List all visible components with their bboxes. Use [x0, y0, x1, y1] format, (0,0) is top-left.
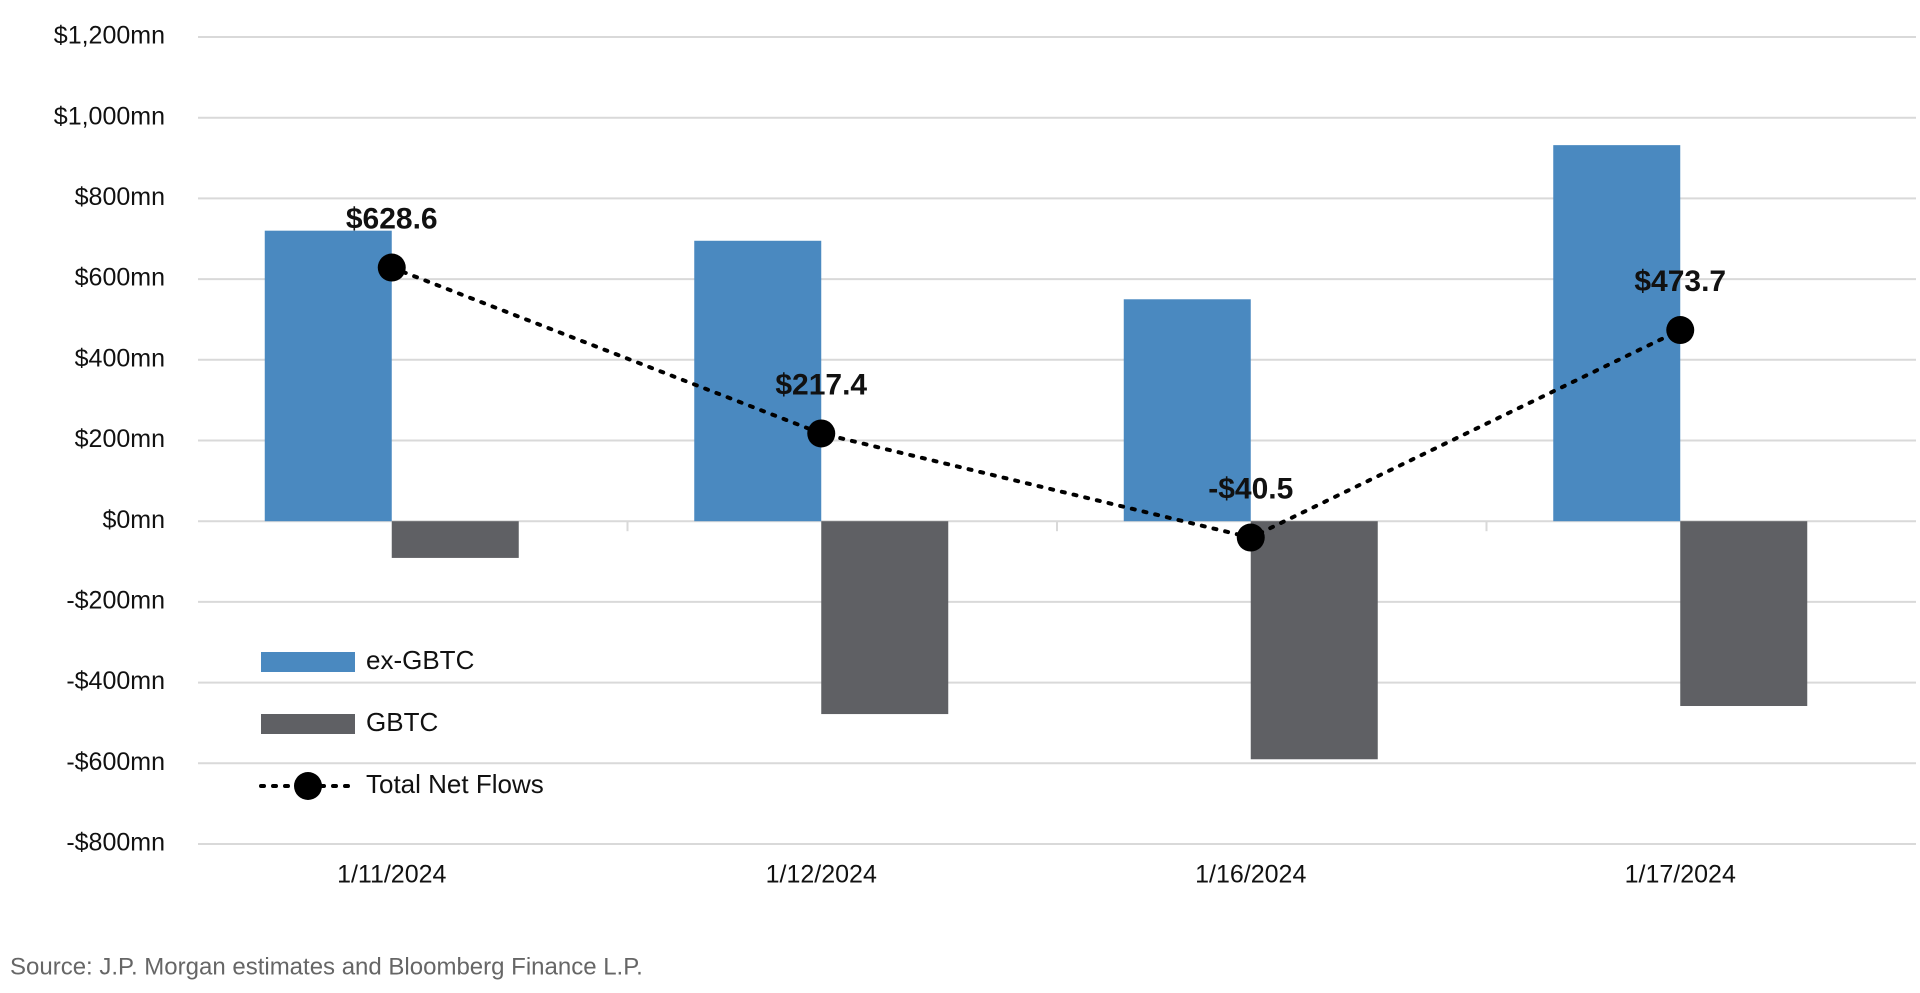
x-tick-label: 1/12/2024 — [766, 861, 877, 889]
point — [377, 253, 406, 282]
bar — [1553, 145, 1681, 522]
value-label: $628.6 — [346, 202, 438, 235]
y-tick-label: $0mn — [102, 506, 165, 534]
bar — [694, 240, 822, 522]
legend-swatch — [261, 714, 355, 734]
y-tick-label: $400mn — [75, 344, 165, 372]
x-tick-label: 1/17/2024 — [1625, 861, 1736, 889]
source-note: Source: J.P. Morgan estimates and Bloomb… — [10, 953, 643, 980]
bar — [391, 521, 519, 558]
x-tick-label: 1/11/2024 — [337, 861, 446, 889]
y-tick-label: $600mn — [75, 264, 165, 292]
bar — [821, 521, 949, 715]
bar — [1680, 521, 1808, 707]
bar — [1123, 299, 1251, 522]
bar — [264, 230, 392, 522]
y-tick-label: $1,000mn — [54, 102, 165, 130]
point — [1236, 523, 1265, 552]
legend-swatch — [261, 652, 355, 672]
y-tick-label: -$800mn — [66, 829, 165, 857]
value-label: $217.4 — [775, 368, 867, 401]
legend-label: GBTC — [366, 707, 438, 737]
point — [1666, 316, 1695, 345]
point — [807, 419, 836, 448]
value-label: -$40.5 — [1208, 472, 1293, 505]
bar — [1250, 521, 1378, 760]
y-tick-label: -$400mn — [66, 667, 165, 695]
y-tick-label: $200mn — [75, 425, 165, 453]
y-tick-label: $1,200mn — [54, 22, 165, 50]
y-tick-label: -$200mn — [66, 587, 165, 615]
legend-swatch — [294, 772, 322, 800]
y-tick-label: $800mn — [75, 183, 165, 211]
legend-label: Total Net Flows — [366, 769, 544, 799]
y-tick-label: -$600mn — [66, 748, 165, 776]
line — [389, 265, 1683, 540]
value-label: $473.7 — [1634, 265, 1726, 298]
legend-label: ex-GBTC — [366, 645, 474, 675]
x-tick-label: 1/16/2024 — [1195, 861, 1306, 889]
